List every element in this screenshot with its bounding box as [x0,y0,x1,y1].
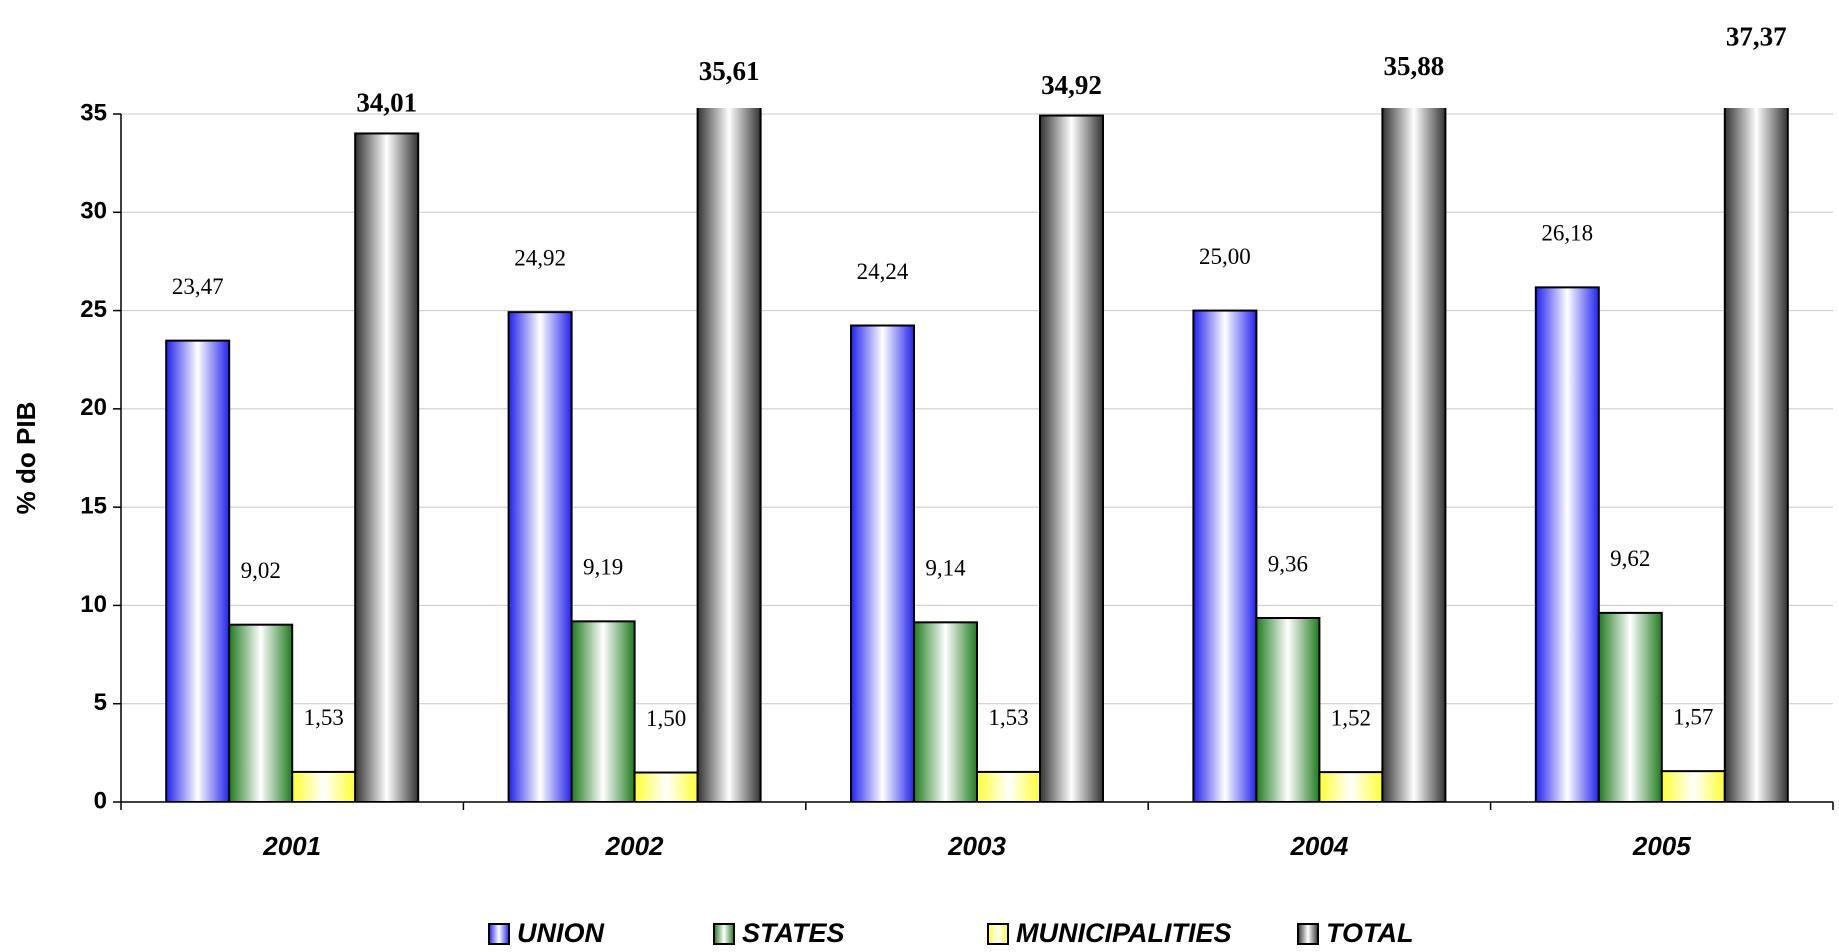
y-tick-label: 10 [80,591,107,618]
legend-label: TOTAL [1326,918,1414,948]
y-axis-label: % do PIB [11,402,41,515]
y-tick-label: 25 [80,296,107,323]
value-label: 1,57 [1673,704,1713,729]
value-label: 24,92 [514,245,566,270]
bar [913,621,978,802]
value-label: 23,47 [172,274,224,299]
bar [1318,771,1384,802]
legend-marker [987,923,1009,945]
bar [1039,114,1104,802]
value-label: 37,37 [1726,22,1787,52]
x-tick-label: 2004 [1289,831,1348,861]
value-label: 24,24 [857,259,909,284]
bar [354,132,420,802]
y-tick-label: 5 [94,689,107,716]
legend-marker [1297,923,1319,945]
y-tick-label: 15 [80,492,107,519]
bar [976,770,1041,802]
value-label: 9,36 [1268,551,1308,576]
value-label: 35,88 [1384,51,1445,81]
y-tick-label: 0 [94,787,107,814]
bars [165,108,1789,802]
bar [696,108,762,802]
legend-label: UNION [517,918,605,948]
value-label: 34,01 [356,88,417,118]
value-label: 26,18 [1541,221,1593,246]
x-tick-label: 2002 [605,831,664,861]
value-label: 1,50 [646,706,686,731]
value-label: 9,62 [1610,546,1650,571]
legend-marker [713,923,735,945]
bar [1381,108,1447,802]
bar [1660,770,1726,802]
bar [570,620,636,802]
y-tick-label: 20 [80,394,107,421]
bar [228,623,294,802]
y-tick-label: 30 [80,198,107,225]
bar [1597,611,1663,802]
bar [1534,286,1600,802]
bar [850,324,915,802]
value-label: 34,92 [1041,70,1102,100]
value-label: 1,53 [304,705,344,730]
bar [1255,617,1321,802]
x-tick-label: 2001 [262,831,321,861]
bar [291,770,357,802]
legend-label: STATES [742,918,845,948]
value-label: 1,52 [1331,705,1371,730]
x-tick-label: 2003 [947,831,1006,861]
bar [165,339,231,802]
value-label: 9,14 [925,556,966,581]
x-tick-label: 2005 [1632,831,1691,861]
bar [1192,309,1258,802]
value-label: 9,19 [583,555,623,580]
bar [507,311,573,802]
legend-marker [488,923,510,945]
y-tick-label: 35 [80,99,107,126]
value-label: 35,61 [699,56,760,86]
value-label: 1,53 [988,705,1028,730]
bar [633,771,699,802]
legend-label: MUNICIPALITIES [1016,918,1232,948]
value-label: 25,00 [1199,244,1251,269]
value-label: 9,02 [241,558,281,583]
bar [1723,108,1789,802]
